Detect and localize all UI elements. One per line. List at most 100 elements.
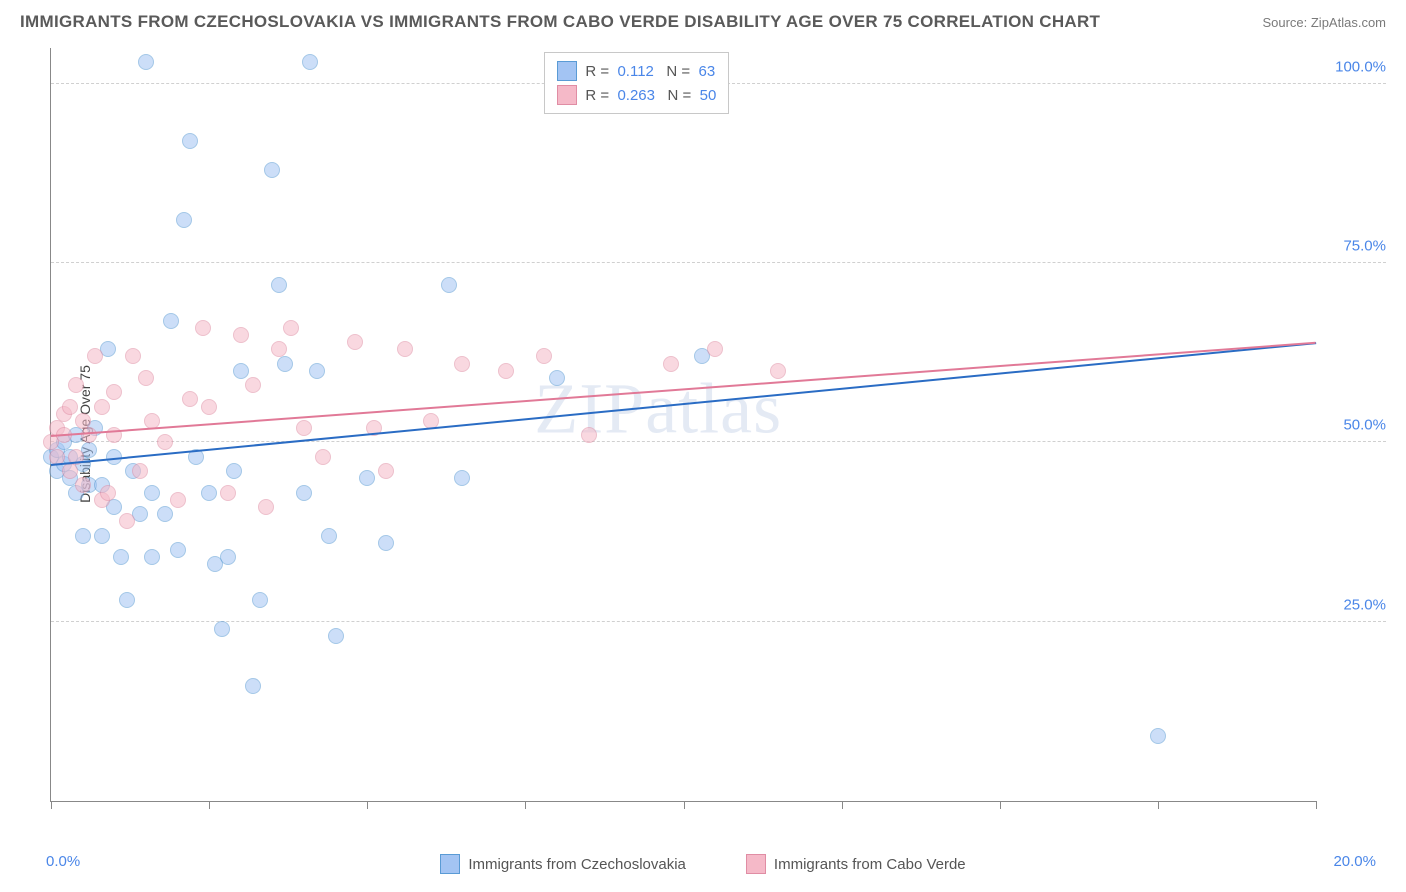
data-point bbox=[62, 463, 78, 479]
chart-title: IMMIGRANTS FROM CZECHOSLOVAKIA VS IMMIGR… bbox=[20, 12, 1100, 32]
gridline bbox=[51, 262, 1386, 263]
x-tick bbox=[1000, 801, 1001, 809]
x-tick bbox=[842, 801, 843, 809]
data-point bbox=[94, 528, 110, 544]
data-point bbox=[258, 499, 274, 515]
bottom-legend-item: Immigrants from Czechoslovakia bbox=[440, 854, 686, 874]
legend-row: R = 0.263 N = 50 bbox=[557, 83, 716, 107]
data-point bbox=[271, 341, 287, 357]
data-point bbox=[441, 277, 457, 293]
bottom-legend-item: Immigrants from Cabo Verde bbox=[746, 854, 966, 874]
data-point bbox=[296, 420, 312, 436]
gridline bbox=[51, 621, 1386, 622]
data-point bbox=[454, 470, 470, 486]
data-point bbox=[132, 463, 148, 479]
data-point bbox=[119, 592, 135, 608]
data-point bbox=[581, 427, 597, 443]
data-point bbox=[707, 341, 723, 357]
header: IMMIGRANTS FROM CZECHOSLOVAKIA VS IMMIGR… bbox=[0, 0, 1406, 40]
trend-line bbox=[51, 342, 1316, 437]
data-point bbox=[245, 377, 261, 393]
data-point bbox=[182, 391, 198, 407]
data-point bbox=[315, 449, 331, 465]
data-point bbox=[549, 370, 565, 386]
legend-text: R = 0.112 N = 63 bbox=[585, 63, 715, 80]
y-tick-label: 50.0% bbox=[1326, 417, 1386, 434]
x-tick bbox=[51, 801, 52, 809]
data-point bbox=[75, 528, 91, 544]
data-point bbox=[100, 485, 116, 501]
trend-line bbox=[51, 342, 1316, 466]
data-point bbox=[182, 133, 198, 149]
data-point bbox=[157, 506, 173, 522]
data-point bbox=[220, 485, 236, 501]
data-point bbox=[144, 485, 160, 501]
legend-label: Immigrants from Czechoslovakia bbox=[468, 856, 686, 873]
source-label: Source: ZipAtlas.com bbox=[1262, 15, 1386, 30]
data-point bbox=[195, 320, 211, 336]
data-point bbox=[302, 54, 318, 70]
data-point bbox=[252, 592, 268, 608]
x-tick bbox=[1158, 801, 1159, 809]
bottom-legend: Immigrants from Czechoslovakia Immigrants… bbox=[0, 854, 1406, 874]
data-point bbox=[87, 348, 103, 364]
data-point bbox=[94, 399, 110, 415]
watermark: ZIPatlas bbox=[534, 368, 782, 451]
data-point bbox=[176, 212, 192, 228]
data-point bbox=[119, 513, 135, 529]
legend-row: R = 0.112 N = 63 bbox=[557, 59, 716, 83]
data-point bbox=[220, 549, 236, 565]
data-point bbox=[170, 492, 186, 508]
legend-text: R = 0.263 N = 50 bbox=[585, 87, 716, 104]
data-point bbox=[770, 363, 786, 379]
y-tick-label: 75.0% bbox=[1326, 238, 1386, 255]
legend-swatch bbox=[557, 85, 577, 105]
data-point bbox=[170, 542, 186, 558]
chart-area: Disability Age Over 75 ZIPatlas 25.0%50.… bbox=[50, 48, 1386, 820]
legend-label: Immigrants from Cabo Verde bbox=[774, 856, 966, 873]
legend-swatch bbox=[557, 61, 577, 81]
data-point bbox=[378, 463, 394, 479]
data-point bbox=[138, 370, 154, 386]
data-point bbox=[138, 54, 154, 70]
data-point bbox=[321, 528, 337, 544]
data-point bbox=[113, 549, 129, 565]
data-point bbox=[233, 363, 249, 379]
legend-swatch bbox=[746, 854, 766, 874]
x-tick bbox=[209, 801, 210, 809]
data-point bbox=[328, 628, 344, 644]
data-point bbox=[201, 485, 217, 501]
data-point bbox=[226, 463, 242, 479]
x-tick bbox=[1316, 801, 1317, 809]
data-point bbox=[106, 384, 122, 400]
data-point bbox=[536, 348, 552, 364]
data-point bbox=[296, 485, 312, 501]
x-tick bbox=[684, 801, 685, 809]
data-point bbox=[201, 399, 217, 415]
data-point bbox=[264, 162, 280, 178]
y-tick-label: 25.0% bbox=[1326, 596, 1386, 613]
data-point bbox=[271, 277, 287, 293]
gridline bbox=[51, 441, 1386, 442]
legend-swatch bbox=[440, 854, 460, 874]
data-point bbox=[454, 356, 470, 372]
data-point bbox=[233, 327, 249, 343]
data-point bbox=[1150, 728, 1166, 744]
data-point bbox=[125, 348, 141, 364]
x-tick bbox=[525, 801, 526, 809]
data-point bbox=[498, 363, 514, 379]
data-point bbox=[359, 470, 375, 486]
y-tick-label: 100.0% bbox=[1326, 58, 1386, 75]
data-point bbox=[347, 334, 363, 350]
data-point bbox=[214, 621, 230, 637]
legend-box: R = 0.112 N = 63 R = 0.263 N = 50 bbox=[544, 52, 729, 114]
data-point bbox=[283, 320, 299, 336]
data-point bbox=[68, 377, 84, 393]
x-tick bbox=[367, 801, 368, 809]
data-point bbox=[144, 549, 160, 565]
plot-region: ZIPatlas 25.0%50.0%75.0%100.0%R = 0.112 … bbox=[50, 48, 1316, 802]
data-point bbox=[245, 678, 261, 694]
data-point bbox=[163, 313, 179, 329]
data-point bbox=[277, 356, 293, 372]
data-point bbox=[157, 434, 173, 450]
